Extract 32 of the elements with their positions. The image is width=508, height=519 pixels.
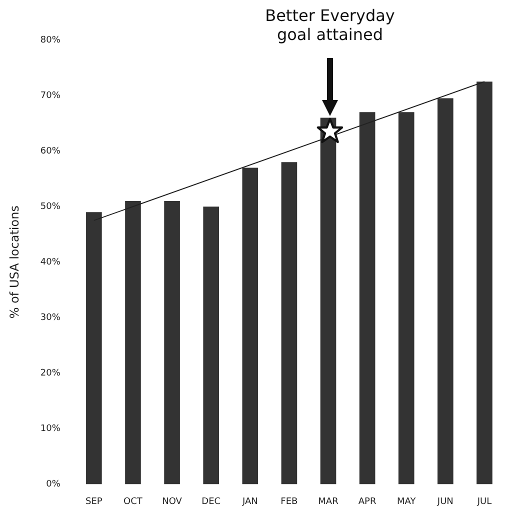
x-tick-label: MAR — [318, 496, 338, 507]
x-tick-label: JUL — [476, 496, 492, 507]
y-tick-label: 20% — [40, 368, 61, 378]
y-tick-label: 40% — [40, 257, 61, 268]
y-tick-label: 70% — [40, 90, 61, 101]
x-tick-label: OCT — [124, 496, 143, 507]
x-tick-label: SEP — [86, 496, 103, 507]
x-tick-label: JAN — [241, 496, 258, 507]
bar — [203, 206, 219, 484]
x-tick-label: MAY — [396, 496, 416, 507]
bar — [281, 162, 298, 484]
annotation: Better Everyday goal attained — [264, 6, 396, 44]
x-tick-label: DEC — [202, 496, 221, 507]
bar — [125, 201, 141, 484]
bar — [438, 98, 454, 484]
y-tick-label: 50% — [40, 202, 61, 212]
x-tick-label: JUN — [436, 496, 454, 507]
y-tick-label: 80% — [40, 35, 61, 46]
x-tick-label: FEB — [280, 496, 298, 507]
bar — [242, 168, 258, 484]
bar — [359, 112, 376, 484]
bar — [398, 112, 414, 484]
x-tick-label: NOV — [162, 496, 183, 507]
bar — [164, 201, 180, 484]
y-axis-title: % of USA locations — [7, 206, 22, 319]
bar — [86, 212, 102, 484]
y-tick-label: 10% — [40, 424, 61, 434]
x-tick-label: APR — [358, 496, 376, 507]
y-tick-label: 0% — [46, 480, 61, 490]
y-tick-label: 60% — [40, 146, 61, 156]
bar — [476, 82, 492, 484]
y-tick-label: 30% — [40, 312, 61, 323]
